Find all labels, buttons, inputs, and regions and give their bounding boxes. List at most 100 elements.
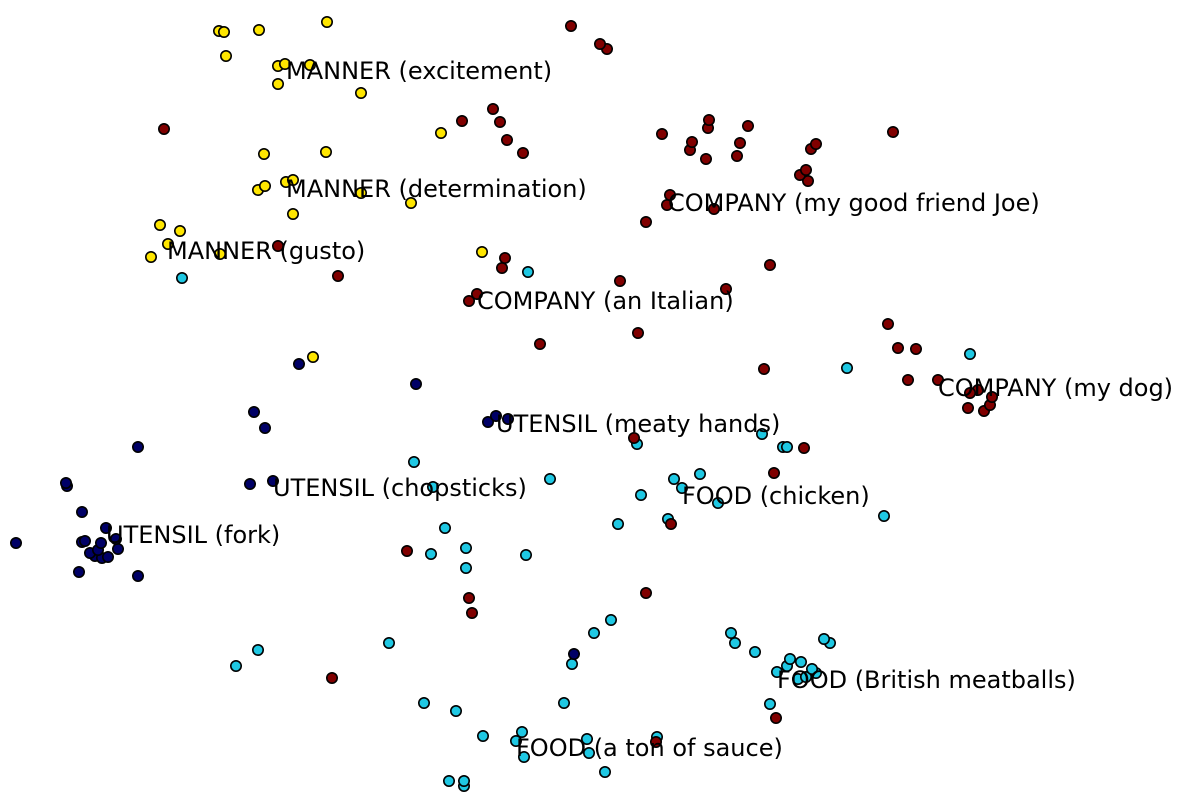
data-point (794, 655, 807, 668)
data-point (10, 536, 22, 549)
point-annotation: COMPANY (my dog) (938, 374, 1173, 402)
data-point (214, 248, 227, 261)
data-point (258, 180, 271, 193)
data-point (805, 662, 818, 675)
data-point (76, 505, 89, 518)
data-point (400, 544, 413, 557)
data-point (799, 164, 812, 177)
point-annotation: UTENSIL (meaty hands) (496, 410, 780, 438)
data-point (220, 49, 233, 62)
point-annotation: COMPANY (an Italian) (477, 287, 734, 315)
annotations-layer: FOOD (a ton of sauce) FOOD (British meatb… (106, 57, 1173, 762)
data-point (457, 774, 470, 787)
data-point (354, 87, 367, 100)
data-point (521, 265, 534, 278)
data-point (407, 455, 420, 468)
data-point (728, 636, 741, 649)
point-annotation: FOOD (a ton of sauce) (516, 734, 783, 762)
data-point (767, 466, 780, 479)
data-point (465, 606, 478, 619)
data-point (663, 189, 676, 202)
point-annotation: MANNER (gusto) (167, 237, 365, 265)
data-point (565, 657, 578, 670)
data-point (881, 317, 894, 330)
data-point (434, 127, 447, 140)
data-point (442, 774, 455, 787)
data-point (498, 252, 511, 265)
data-point (517, 750, 530, 763)
data-point (271, 240, 284, 253)
data-point (73, 565, 86, 578)
data-point (459, 561, 472, 574)
data-point (611, 517, 624, 530)
data-point (711, 496, 724, 509)
data-point (306, 350, 319, 363)
data-point (158, 123, 171, 136)
data-point (685, 136, 698, 149)
data-point (145, 251, 158, 264)
data-point (655, 128, 668, 141)
data-point (724, 626, 737, 639)
data-point (891, 341, 904, 354)
data-point (799, 670, 812, 683)
data-point (331, 269, 344, 282)
data-point (809, 138, 822, 151)
data-point (817, 632, 830, 645)
data-point (693, 467, 706, 480)
data-point (639, 216, 652, 229)
data-point (426, 480, 439, 493)
data-point (486, 103, 499, 116)
data-point (702, 114, 715, 127)
data-point (286, 208, 299, 221)
data-point (593, 37, 606, 50)
data-point (755, 427, 768, 440)
data-point (252, 643, 265, 656)
data-point (286, 174, 299, 187)
data-point (102, 550, 115, 563)
data-point (489, 409, 502, 422)
data-point (901, 373, 914, 386)
data-point (770, 665, 783, 678)
data-point (500, 134, 513, 147)
data-point (582, 746, 595, 759)
data-point (963, 347, 976, 360)
data-point (564, 19, 577, 32)
data-point (613, 274, 626, 287)
data-point (667, 472, 680, 485)
data-point (719, 282, 732, 295)
data-point (132, 440, 145, 453)
data-point (797, 441, 810, 454)
data-point (567, 647, 580, 660)
data-point (604, 613, 617, 626)
data-point (963, 386, 976, 399)
point-annotation: FOOD (British meatballs) (777, 666, 1076, 694)
data-point (769, 711, 782, 724)
data-point (763, 258, 776, 271)
data-point (59, 476, 72, 489)
data-point (462, 591, 475, 604)
data-point (783, 652, 796, 665)
data-point (741, 120, 754, 133)
data-point (455, 115, 468, 128)
data-point (278, 57, 291, 70)
data-point (985, 390, 998, 403)
point-annotation: MANNER (determination) (286, 175, 587, 203)
data-point (319, 146, 332, 159)
data-point (634, 488, 647, 501)
data-point (244, 477, 257, 490)
data-point (409, 377, 422, 390)
data-point (257, 148, 270, 161)
point-annotation: FOOD (chicken) (682, 482, 870, 510)
data-point (95, 536, 108, 549)
data-point (707, 203, 720, 216)
data-point (557, 696, 570, 709)
data-point (476, 729, 489, 742)
data-point (780, 440, 793, 453)
data-point (292, 357, 305, 370)
data-point (475, 246, 488, 259)
data-point (886, 126, 899, 139)
data-point (154, 219, 167, 232)
data-point (174, 225, 187, 238)
data-point (449, 704, 462, 717)
